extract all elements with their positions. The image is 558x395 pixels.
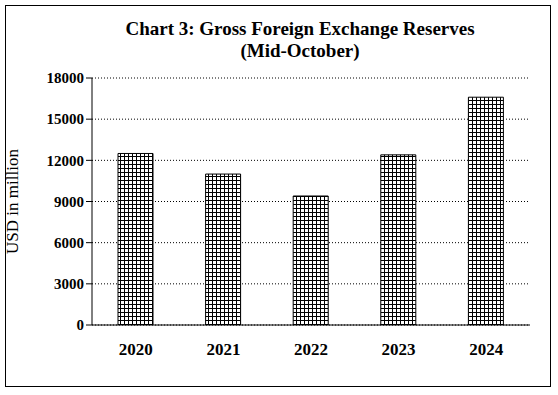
svg-text:3000: 3000 (54, 276, 84, 292)
svg-text:0: 0 (77, 317, 85, 333)
svg-text:2023: 2023 (382, 340, 416, 359)
svg-text:2020: 2020 (119, 340, 153, 359)
svg-text:18000: 18000 (47, 70, 85, 86)
html-text:Chart 3: Gross Foreign Exchang: Chart 3: Gross Foreign Exchange Reserves (125, 18, 475, 39)
svg-text:2022: 2022 (294, 340, 328, 359)
svg-text:2021: 2021 (206, 340, 240, 359)
svg-text:9000: 9000 (54, 194, 84, 210)
svg-text:15000: 15000 (47, 111, 85, 127)
html-text:(Mid-October): (Mid-October) (240, 40, 360, 61)
svg-text:2024: 2024 (469, 340, 504, 359)
svg-text:USD in million: USD in million (8, 149, 22, 254)
svg-text:12000: 12000 (47, 153, 85, 169)
svg-text:6000: 6000 (54, 235, 84, 251)
